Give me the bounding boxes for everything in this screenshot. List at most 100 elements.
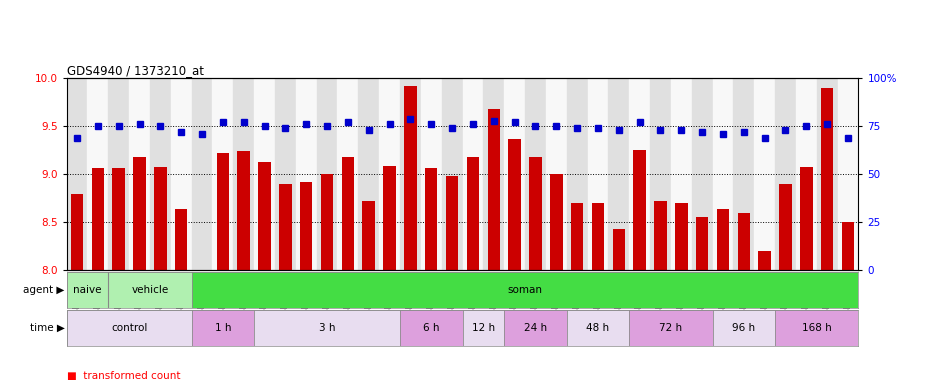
Bar bbox=[341, 157, 354, 270]
Bar bbox=[650, 78, 671, 270]
Bar bbox=[675, 203, 687, 270]
Bar bbox=[130, 78, 150, 270]
Text: naive: naive bbox=[73, 285, 102, 295]
Bar bbox=[446, 176, 458, 270]
Bar bbox=[525, 78, 546, 270]
Bar bbox=[712, 78, 734, 270]
Bar bbox=[800, 167, 812, 270]
Text: vehicle: vehicle bbox=[131, 285, 168, 295]
Bar bbox=[592, 203, 604, 270]
Text: 24 h: 24 h bbox=[524, 323, 547, 333]
Bar bbox=[504, 310, 567, 346]
Bar bbox=[550, 174, 562, 270]
Bar bbox=[837, 78, 858, 270]
Bar bbox=[358, 78, 379, 270]
Text: 48 h: 48 h bbox=[586, 323, 610, 333]
Text: 3 h: 3 h bbox=[319, 323, 335, 333]
Bar bbox=[696, 217, 709, 270]
Bar bbox=[213, 78, 233, 270]
Bar bbox=[504, 78, 525, 270]
Bar bbox=[238, 151, 250, 270]
Bar bbox=[150, 78, 171, 270]
Text: ■  transformed count: ■ transformed count bbox=[67, 371, 180, 381]
Text: 12 h: 12 h bbox=[472, 323, 495, 333]
Text: 96 h: 96 h bbox=[733, 323, 756, 333]
Bar bbox=[842, 222, 854, 270]
Bar bbox=[191, 78, 213, 270]
Bar bbox=[629, 310, 712, 346]
Bar bbox=[316, 78, 338, 270]
Bar bbox=[258, 162, 271, 270]
Bar bbox=[338, 78, 358, 270]
Bar bbox=[775, 310, 858, 346]
Bar bbox=[216, 153, 229, 270]
Bar bbox=[88, 78, 108, 270]
Bar bbox=[717, 209, 729, 270]
Bar bbox=[108, 78, 130, 270]
Text: 168 h: 168 h bbox=[802, 323, 832, 333]
Bar bbox=[71, 194, 83, 270]
Bar bbox=[279, 184, 291, 270]
Bar bbox=[546, 78, 567, 270]
Bar bbox=[254, 310, 400, 346]
Bar bbox=[296, 78, 316, 270]
Bar bbox=[462, 310, 504, 346]
Text: agent ▶: agent ▶ bbox=[23, 285, 65, 295]
Text: time ▶: time ▶ bbox=[30, 323, 65, 333]
Bar bbox=[363, 201, 375, 270]
Bar bbox=[175, 209, 188, 270]
Bar bbox=[612, 229, 625, 270]
Bar bbox=[487, 109, 500, 270]
Bar bbox=[754, 78, 775, 270]
Bar bbox=[300, 182, 313, 270]
Bar bbox=[737, 213, 750, 270]
Bar bbox=[113, 167, 125, 270]
Bar bbox=[441, 78, 462, 270]
Bar bbox=[734, 78, 754, 270]
Bar bbox=[796, 78, 817, 270]
Bar bbox=[275, 78, 296, 270]
Text: 1 h: 1 h bbox=[215, 323, 231, 333]
Bar bbox=[609, 78, 629, 270]
Bar bbox=[779, 184, 792, 270]
Bar bbox=[171, 78, 191, 270]
Bar bbox=[321, 174, 333, 270]
Bar bbox=[712, 310, 775, 346]
Text: 6 h: 6 h bbox=[423, 323, 439, 333]
Bar bbox=[758, 251, 771, 270]
Bar bbox=[654, 201, 667, 270]
Bar bbox=[67, 78, 88, 270]
Bar bbox=[400, 78, 421, 270]
Bar bbox=[404, 86, 416, 270]
Bar bbox=[529, 157, 542, 270]
Bar bbox=[462, 78, 484, 270]
Bar bbox=[92, 167, 105, 270]
Bar bbox=[817, 78, 837, 270]
Bar bbox=[67, 310, 191, 346]
Bar bbox=[67, 272, 108, 308]
Bar bbox=[133, 157, 146, 270]
Bar bbox=[567, 310, 629, 346]
Bar bbox=[567, 78, 587, 270]
Bar bbox=[587, 78, 609, 270]
Bar bbox=[629, 78, 650, 270]
Bar bbox=[400, 310, 462, 346]
Bar bbox=[191, 272, 858, 308]
Bar bbox=[425, 167, 438, 270]
Text: 72 h: 72 h bbox=[660, 323, 683, 333]
Bar bbox=[820, 88, 833, 270]
Bar bbox=[671, 78, 692, 270]
Bar bbox=[692, 78, 712, 270]
Bar bbox=[254, 78, 275, 270]
Bar bbox=[775, 78, 796, 270]
Bar bbox=[154, 167, 166, 270]
Bar bbox=[421, 78, 441, 270]
Bar bbox=[509, 139, 521, 270]
Bar bbox=[108, 272, 191, 308]
Bar bbox=[484, 78, 504, 270]
Bar bbox=[383, 166, 396, 270]
Text: control: control bbox=[111, 323, 147, 333]
Bar bbox=[233, 78, 254, 270]
Bar bbox=[467, 157, 479, 270]
Bar bbox=[571, 203, 584, 270]
